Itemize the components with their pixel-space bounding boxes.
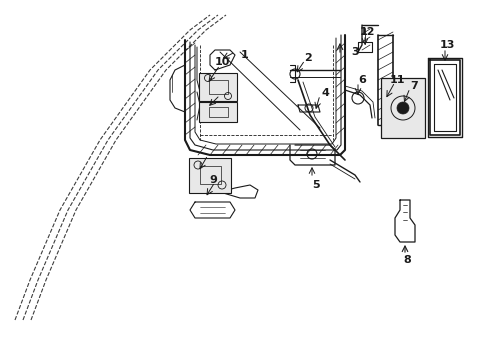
Polygon shape xyxy=(199,102,237,122)
Text: 2: 2 xyxy=(304,53,312,63)
Polygon shape xyxy=(381,78,425,138)
Text: 10: 10 xyxy=(214,57,230,67)
Text: 4: 4 xyxy=(321,88,329,98)
Polygon shape xyxy=(199,73,237,101)
Text: 7: 7 xyxy=(410,81,418,91)
Circle shape xyxy=(397,102,409,114)
Text: 8: 8 xyxy=(403,255,411,265)
Text: 11: 11 xyxy=(389,75,405,85)
Text: 5: 5 xyxy=(312,180,320,190)
Polygon shape xyxy=(189,158,231,193)
Text: 13: 13 xyxy=(440,40,455,50)
Text: 1: 1 xyxy=(241,50,249,60)
Text: 6: 6 xyxy=(358,75,366,85)
Text: 9: 9 xyxy=(209,175,217,185)
Text: 12: 12 xyxy=(359,27,375,37)
Text: 3: 3 xyxy=(351,47,359,57)
